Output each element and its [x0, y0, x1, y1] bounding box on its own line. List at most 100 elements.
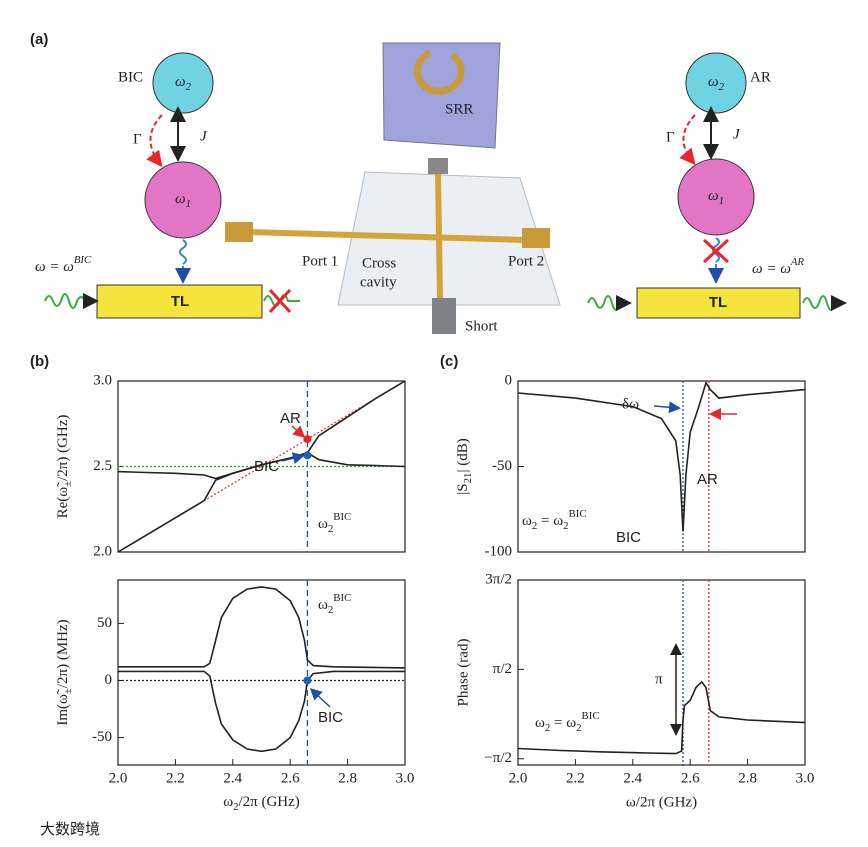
y-tick-label: π/2: [493, 661, 512, 677]
text-piece: 1: [719, 195, 724, 207]
y-axis-label: |S21| (dB): [455, 438, 474, 494]
wave: [587, 295, 632, 311]
annotation: BIC: [254, 458, 279, 475]
annotation: δω: [622, 396, 639, 412]
text-piece: 2: [576, 722, 581, 734]
annotation: ω2BIC: [318, 511, 351, 535]
annotation: BIC: [318, 709, 343, 726]
text-piece: ω: [708, 188, 719, 204]
transmission-line: [96, 284, 263, 319]
srr-ring: [413, 49, 465, 95]
x-tick-label: 2.8: [338, 770, 357, 786]
transmission-line: [636, 287, 801, 319]
panel-label: (b): [30, 353, 49, 370]
text-piece: Re(: [55, 497, 71, 519]
text-piece: 2: [532, 520, 537, 532]
device-label: Cross: [362, 255, 396, 271]
node-label: ω2: [708, 74, 725, 93]
y-axis-label: Phase (rad): [455, 639, 471, 707]
text-piece: ±: [62, 688, 74, 694]
text-piece: /2π) (MHz): [55, 619, 71, 688]
short-connector: [432, 298, 456, 334]
x-tick-label: 2.8: [738, 770, 757, 786]
text-piece: = ω: [537, 513, 563, 529]
device-label: Short: [465, 318, 498, 334]
data-point: [303, 676, 312, 685]
port-connector: [522, 228, 550, 248]
text-piece: 1: [186, 198, 191, 210]
annotation: AR: [697, 471, 718, 488]
tl-label: TL: [171, 293, 189, 310]
series-line: [517, 380, 806, 532]
data-point: [303, 451, 312, 460]
text-piece: /2π) (GHz): [55, 415, 71, 481]
panel-label: (a): [30, 31, 48, 48]
radiative-arrow: [146, 114, 163, 168]
y-tick-label: 0: [105, 672, 113, 688]
arrow: [281, 452, 305, 465]
text-piece: ω: [318, 516, 328, 532]
annotation-arrows: [281, 401, 737, 736]
schematic: [44, 42, 847, 334]
series-line: [118, 586, 406, 669]
y-tick-label: -50: [492, 458, 512, 474]
coupling-label: J: [733, 126, 741, 142]
data-point: [303, 435, 312, 444]
port-connector: [225, 222, 253, 242]
text-piece: ω: [535, 715, 545, 731]
plot-frame: [117, 579, 406, 766]
text-piece: 2: [719, 81, 725, 93]
text-piece: 2: [233, 801, 238, 813]
mode-label: AR: [750, 69, 771, 85]
arrow: [291, 425, 306, 439]
text-piece: ω: [175, 191, 186, 207]
mode-node: [144, 161, 222, 239]
text-piece: Im(: [55, 704, 71, 726]
device-label: Port 1: [302, 253, 338, 269]
condition-label: ω = ωBIC: [35, 254, 92, 275]
device-label: Port 2: [508, 253, 544, 269]
panel-label: (c): [440, 353, 458, 370]
text-piece: BIC: [582, 710, 600, 722]
text-piece: BIC: [333, 592, 351, 604]
condition-label: ω = ωAR: [752, 256, 804, 277]
gamma-label: Γ: [133, 131, 142, 147]
x-tick-label: 3.0: [396, 770, 415, 786]
device-label: cavity: [360, 274, 397, 290]
y-tick-label: -50: [92, 729, 112, 745]
arrow: [653, 401, 681, 414]
wave: [179, 239, 187, 265]
text-piece: ±: [62, 481, 74, 487]
node-label: ω2: [175, 74, 192, 93]
text-piece: /2π (GHz): [238, 794, 299, 810]
y-tick-label: 3.0: [93, 372, 112, 388]
text-piece: ω: [223, 794, 233, 810]
text-piece: BIC: [74, 254, 92, 266]
text-piece: 2: [563, 520, 568, 532]
x-tick-label: 2.0: [509, 770, 528, 786]
y-axis-label: Im(ω̃±/2π) (MHz): [55, 619, 74, 725]
y-tick-label: 0: [505, 372, 513, 388]
x-tick-label: 3.0: [796, 770, 815, 786]
mode-label: BIC: [118, 69, 143, 85]
text-piece: 21: [462, 473, 474, 484]
arrow: [309, 687, 331, 708]
y-tick-label: −π/2: [484, 750, 512, 766]
text-piece: |S: [455, 483, 471, 494]
x-axis-label: ω/2π (GHz): [626, 794, 697, 810]
text-piece: BIC: [569, 508, 587, 520]
radiative-arrow: [679, 114, 696, 166]
text-piece: ω: [318, 597, 328, 613]
series-line: [517, 680, 806, 755]
text-piece: | (dB): [455, 438, 471, 472]
x-tick-label: 2.6: [681, 770, 700, 786]
tl-label: TL: [709, 294, 727, 311]
text-piece: BIC: [333, 511, 351, 523]
plot-frame: [517, 579, 806, 766]
cross-cavity: [249, 229, 526, 243]
annotation: ω2 = ω2BIC: [522, 508, 587, 532]
node-label: ω1: [175, 191, 191, 210]
node-label: ω1: [708, 188, 724, 207]
y-tick-label: 2.0: [93, 543, 112, 559]
